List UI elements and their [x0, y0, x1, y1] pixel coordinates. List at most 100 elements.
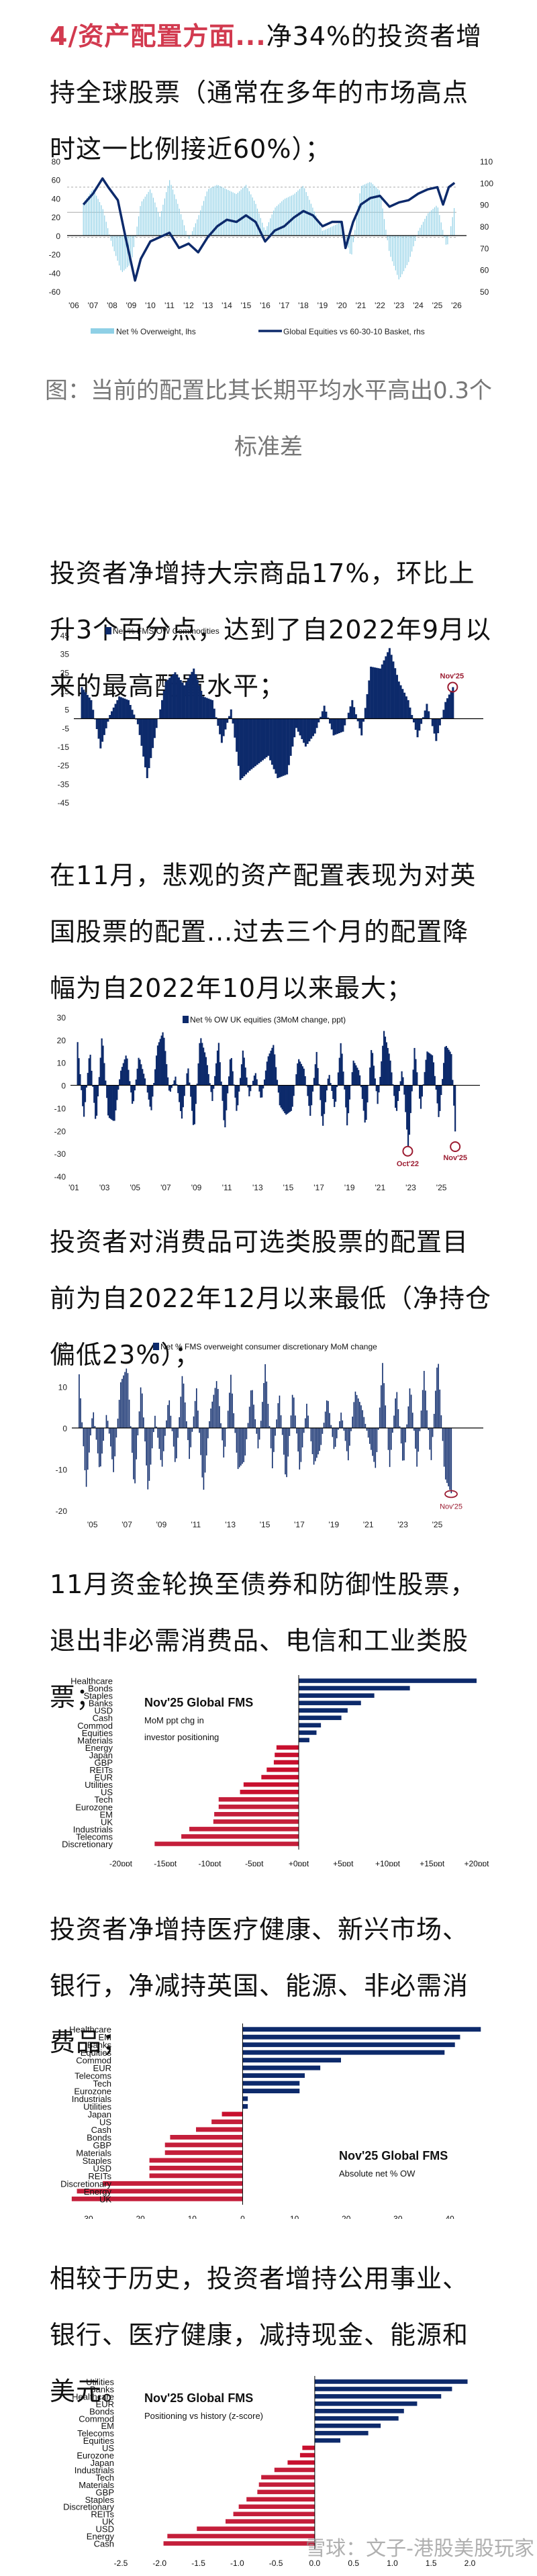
svg-text:'15: '15 [241, 301, 252, 310]
svg-text:'15: '15 [260, 1520, 271, 1529]
svg-text:Nov'25 Global FMS: Nov'25 Global FMS [144, 2391, 253, 2405]
section-heading: 4/资产配置方面... [50, 21, 266, 51]
svg-text:'13: '13 [225, 1520, 236, 1529]
svg-text:'26: '26 [451, 301, 462, 310]
svg-text:'22: '22 [375, 301, 385, 310]
svg-text:'25: '25 [436, 1183, 447, 1192]
svg-text:-10: -10 [56, 1466, 68, 1475]
svg-text:40: 40 [52, 194, 61, 203]
svg-text:20: 20 [58, 1341, 68, 1351]
svg-text:-25: -25 [58, 761, 70, 771]
svg-text:'25: '25 [432, 1520, 443, 1529]
svg-text:'21: '21 [356, 301, 367, 310]
svg-text:Nov'25: Nov'25 [440, 1502, 462, 1511]
svg-text:'19: '19 [329, 1520, 340, 1529]
svg-text:'05: '05 [130, 1183, 140, 1192]
svg-text:60: 60 [480, 266, 489, 275]
svg-text:'07: '07 [88, 301, 99, 310]
svg-text:-20: -20 [133, 2214, 145, 2219]
svg-text:40: 40 [445, 2214, 454, 2219]
svg-text:'16: '16 [260, 301, 271, 310]
svg-text:'09: '09 [126, 301, 137, 310]
svg-text:-0.5: -0.5 [269, 2559, 283, 2568]
svg-text:Positioning vs history (z-scor: Positioning vs history (z-score) [144, 2411, 263, 2421]
svg-text:'14: '14 [222, 301, 232, 310]
svg-text:-20ppt: -20ppt [109, 1859, 133, 1866]
svg-text:20: 20 [57, 1036, 66, 1045]
svg-text:-35: -35 [58, 779, 70, 789]
svg-text:20: 20 [342, 2214, 351, 2219]
svg-text:5: 5 [64, 706, 69, 715]
global-equities-svg: 806040200-20-40-601101009080706050'06'07… [40, 144, 510, 346]
svg-text:45: 45 [60, 631, 70, 640]
svg-text:'23: '23 [394, 301, 405, 310]
svg-text:-5ppt: -5ppt [245, 1859, 264, 1866]
mom-change-svg: HealthcareBondsStaplesBanksUSDCashCommod… [40, 1665, 510, 1866]
svg-text:-30: -30 [54, 1149, 66, 1159]
svg-text:'21: '21 [375, 1183, 386, 1192]
svg-text:'09: '09 [156, 1520, 167, 1529]
svg-text:'17: '17 [279, 301, 290, 310]
svg-text:investor positioning: investor positioning [144, 1732, 219, 1742]
svg-text:10: 10 [290, 2214, 299, 2219]
svg-text:'13: '13 [252, 1183, 263, 1192]
svg-text:-20: -20 [54, 1127, 66, 1136]
svg-text:80: 80 [52, 157, 61, 166]
consumer-discretionary-svg: 20100-10-20'05'07'09'11'13'15'17'19'21'2… [40, 1336, 510, 1531]
svg-text:'15: '15 [283, 1183, 294, 1192]
svg-text:Nov'25 Global FMS: Nov'25 Global FMS [339, 2149, 448, 2162]
svg-text:'06: '06 [68, 301, 79, 310]
svg-text:-15: -15 [58, 743, 70, 752]
svg-text:'01: '01 [68, 1183, 79, 1192]
uk-equities-svg: 3020100-10-20-30-40'01'03'05'07'09'11'13… [40, 1000, 510, 1202]
svg-text:'10: '10 [145, 301, 156, 310]
svg-text:-40: -40 [49, 269, 61, 278]
svg-text:'07: '07 [160, 1183, 171, 1192]
svg-text:35: 35 [60, 650, 70, 659]
svg-text:-2.5: -2.5 [114, 2559, 128, 2568]
svg-text:Net % OW UK equities (3MoM cha: Net % OW UK equities (3MoM change, ppt) [190, 1015, 346, 1024]
svg-text:Net % FMS OW Commodities: Net % FMS OW Commodities [113, 626, 219, 636]
svg-text:-15ppt: -15ppt [154, 1859, 177, 1866]
svg-text:-5: -5 [62, 724, 69, 733]
svg-text:20: 20 [52, 213, 61, 222]
svg-text:+15ppt: +15ppt [420, 1859, 445, 1866]
svg-text:-40: -40 [54, 1172, 66, 1182]
svg-text:-10: -10 [185, 2214, 197, 2219]
svg-text:Nov'25 Global FMS: Nov'25 Global FMS [144, 1696, 253, 1709]
svg-text:100: 100 [480, 179, 493, 188]
svg-text:'11: '11 [164, 301, 175, 310]
svg-text:0: 0 [56, 232, 60, 241]
svg-text:'08: '08 [107, 301, 117, 310]
svg-text:+0ppt: +0ppt [289, 1859, 309, 1866]
svg-text:-45: -45 [58, 798, 70, 808]
svg-text:Oct'22: Oct'22 [397, 1160, 419, 1168]
svg-text:90: 90 [480, 201, 489, 210]
svg-text:'24: '24 [413, 301, 424, 310]
svg-text:-20: -20 [56, 1507, 68, 1516]
figure-caption: 图：当前的配置比其长期平均水平高出0.3个标准差 [40, 363, 497, 475]
svg-text:Net % Overweight, lhs: Net % Overweight, lhs [116, 327, 196, 336]
svg-text:25: 25 [60, 668, 70, 677]
svg-text:60: 60 [52, 176, 61, 185]
svg-text:'17: '17 [294, 1520, 305, 1529]
svg-text:'05: '05 [87, 1520, 98, 1529]
svg-text:'23: '23 [405, 1183, 416, 1192]
svg-text:'09: '09 [191, 1183, 202, 1192]
commodities-chart: 453525155-5-15-25-35-45'06'08'10'12'14'1… [40, 618, 510, 812]
svg-text:'20: '20 [336, 301, 347, 310]
svg-text:0: 0 [240, 2214, 245, 2219]
svg-text:Net % FMS overweight consumer: Net % FMS overweight consumer discretion… [160, 1342, 377, 1351]
svg-text:UK: UK [99, 2194, 111, 2204]
svg-text:80: 80 [480, 222, 489, 232]
svg-text:-10: -10 [54, 1104, 66, 1113]
svg-text:+10ppt: +10ppt [375, 1859, 401, 1866]
svg-text:'23: '23 [397, 1520, 408, 1529]
svg-text:Global Equities vs 60-30-10 Ba: Global Equities vs 60-30-10 Basket, rhs [283, 327, 425, 336]
svg-text:-10ppt: -10ppt [198, 1859, 222, 1866]
svg-text:15: 15 [60, 687, 70, 696]
